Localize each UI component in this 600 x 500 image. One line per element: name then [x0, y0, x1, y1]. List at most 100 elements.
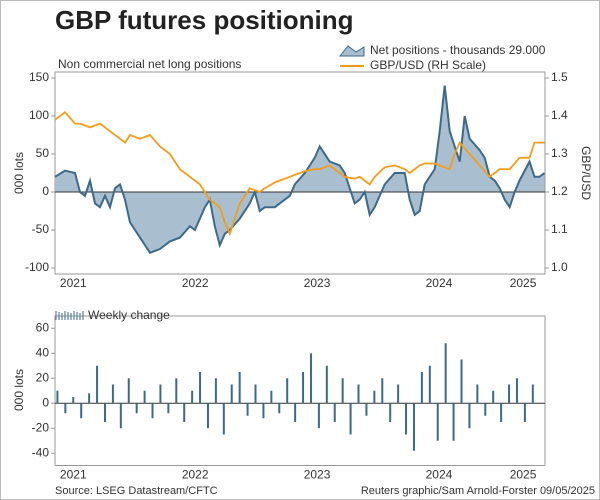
y-axis-label: 000 lots — [12, 152, 26, 194]
subtitle: Non commercial net long positions — [58, 57, 241, 71]
bar — [199, 372, 202, 404]
bar — [278, 403, 281, 414]
bar — [460, 359, 463, 404]
bar — [294, 403, 297, 422]
y2-tick-label: 1.0 — [551, 260, 568, 274]
bar — [214, 378, 217, 404]
bar — [515, 378, 518, 404]
bar — [103, 403, 106, 422]
source: Source: LSEG Datastream/CFTC — [55, 485, 218, 497]
y-tick-label: -20 — [32, 420, 50, 434]
y-tick-label: 20 — [36, 370, 50, 384]
y-tick-label: -50 — [32, 222, 50, 236]
y2-tick-label: 1.3 — [551, 146, 568, 160]
bar — [523, 403, 526, 422]
series-line — [54, 110, 545, 237]
legend-swatch — [338, 45, 365, 57]
legend-label: Weekly change — [88, 308, 170, 322]
bar — [484, 403, 487, 416]
bar — [452, 403, 455, 441]
legend-label: Net positions - thousands 29.000 — [370, 43, 546, 57]
bar — [397, 384, 400, 404]
x-tick-label: 2025 — [510, 468, 537, 482]
bar — [254, 384, 257, 404]
legend-label: GBP/USD (RH Scale) — [370, 58, 486, 72]
x-tick-label: 2023 — [304, 276, 331, 290]
bar — [238, 372, 241, 404]
bar — [183, 403, 186, 422]
y-tick-label: 50 — [36, 146, 50, 160]
bar — [381, 378, 384, 404]
bar — [151, 403, 154, 419]
bar — [127, 378, 130, 404]
x-tick-label: 2022 — [182, 468, 209, 482]
bar — [191, 390, 194, 404]
y2-axis-label: GBP/USD — [579, 146, 593, 200]
bar — [444, 343, 447, 404]
bar — [317, 403, 320, 429]
bar — [230, 384, 233, 404]
bar — [175, 378, 178, 404]
bar — [167, 403, 170, 414]
x-tick-label: 2021 — [60, 276, 87, 290]
y2-tick-label: 1.1 — [551, 222, 568, 236]
bar — [420, 372, 423, 404]
y2-tick-label: 1.4 — [551, 108, 568, 122]
x-tick-label: 2023 — [304, 468, 331, 482]
bar — [309, 353, 312, 404]
bar — [286, 378, 289, 404]
y-tick-label: 100 — [29, 108, 49, 122]
series-area — [55, 85, 545, 253]
bar — [135, 403, 138, 414]
bar — [206, 403, 209, 429]
bar — [325, 365, 328, 404]
bar — [428, 365, 431, 404]
bar — [468, 403, 471, 429]
y-tick-label: 60 — [36, 320, 50, 334]
bar — [412, 403, 415, 451]
bar — [349, 403, 352, 435]
y-tick-label: -100 — [25, 260, 49, 274]
bar — [389, 403, 392, 422]
bar — [56, 390, 59, 404]
bar — [365, 403, 368, 416]
bar — [341, 378, 344, 404]
y-tick-label: -40 — [32, 445, 50, 459]
bar — [262, 403, 265, 419]
bar — [500, 403, 503, 422]
bar — [476, 384, 479, 404]
bar — [80, 403, 83, 419]
bar — [64, 403, 67, 414]
x-tick-label: 2024 — [426, 468, 453, 482]
bar — [357, 384, 360, 404]
bar — [143, 390, 146, 404]
bar — [119, 403, 122, 429]
plot-area — [54, 71, 546, 275]
y-tick-label: 150 — [29, 70, 49, 84]
bar — [302, 372, 305, 404]
series-line — [54, 85, 546, 255]
x-tick-label: 2024 — [426, 276, 453, 290]
bar — [492, 390, 495, 404]
bar — [508, 384, 511, 404]
y2-tick-label: 1.2 — [551, 184, 568, 198]
bar — [96, 365, 99, 404]
y-tick-label: 40 — [36, 345, 50, 359]
bar — [222, 403, 225, 435]
y2-tick-label: 1.5 — [551, 70, 568, 84]
plot-area — [54, 315, 546, 466]
bar — [88, 393, 91, 404]
y-tick-label: 0 — [42, 184, 49, 198]
y-tick-label: 0 — [42, 395, 49, 409]
bar — [333, 403, 336, 422]
x-tick-label: 2025 — [510, 276, 537, 290]
bar — [405, 403, 408, 435]
bar — [436, 403, 439, 441]
bar — [72, 397, 75, 404]
credit: Reuters graphic/Sam Arnold-Forster 09/05… — [361, 485, 595, 497]
chart-title: GBP futures positioning — [55, 5, 354, 35]
bar — [531, 384, 534, 404]
bar — [270, 390, 273, 404]
bar — [373, 390, 376, 404]
